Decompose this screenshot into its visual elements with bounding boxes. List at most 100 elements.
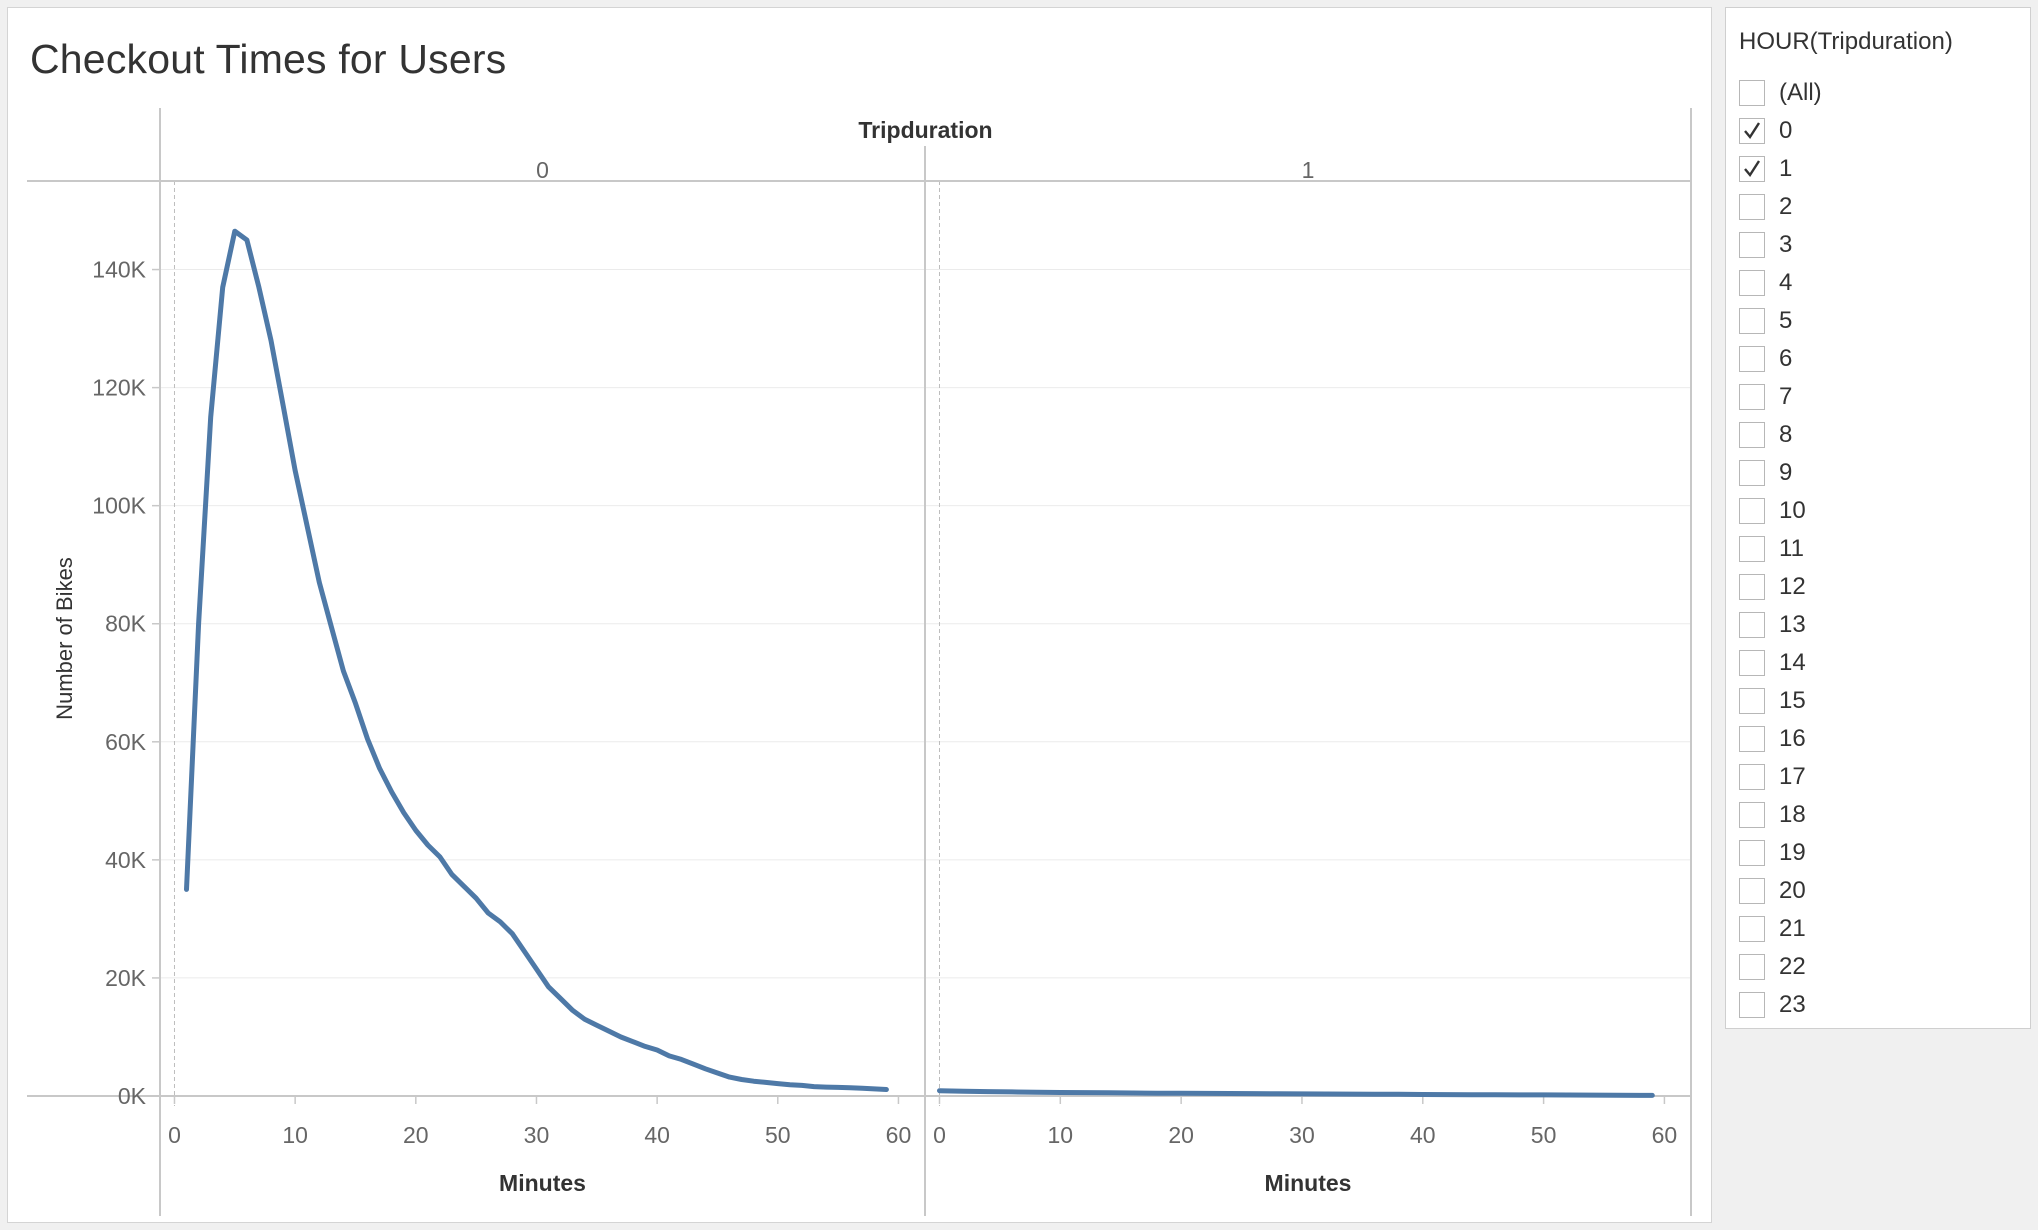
filter-option-label: 3 [1779, 231, 1793, 258]
facet-header-title: Tripduration [858, 117, 992, 143]
filter-checkbox[interactable] [1739, 460, 1765, 486]
filter-checkbox[interactable] [1739, 118, 1765, 144]
filter-checkbox[interactable] [1739, 422, 1765, 448]
x-tick-label: 10 [282, 1122, 308, 1148]
x-tick-label: 50 [1531, 1122, 1557, 1148]
filter-option[interactable]: 5 [1739, 302, 1822, 340]
filter-option-label: 6 [1779, 345, 1793, 372]
x-axis-title: Minutes [1265, 1170, 1352, 1196]
x-tick-label: 50 [765, 1122, 791, 1148]
facet-label: 0 [536, 157, 549, 183]
filter-checkbox[interactable] [1739, 612, 1765, 638]
filter-option[interactable]: 0 [1739, 112, 1822, 150]
series-line [184, 228, 889, 1092]
filter-option-label: 22 [1779, 953, 1806, 980]
filter-option-label: 17 [1779, 763, 1806, 790]
filter-checkbox[interactable] [1739, 802, 1765, 828]
filter-option-label: 9 [1779, 459, 1793, 486]
x-tick-label: 10 [1048, 1122, 1074, 1148]
filter-option[interactable]: 19 [1739, 834, 1822, 872]
x-tick-label: 0 [168, 1122, 181, 1148]
filter-panel: HOUR(Tripduration) (All) 0 1 2 3 4 5 6 7 8 9 10 11 12… [1725, 7, 2031, 1029]
filter-option[interactable]: 10 [1739, 492, 1822, 530]
filter-checkbox[interactable] [1739, 346, 1765, 372]
filter-option[interactable]: 6 [1739, 340, 1822, 378]
filter-option[interactable]: 14 [1739, 644, 1822, 682]
filter-option-label: 5 [1779, 307, 1793, 334]
checkmark-icon [1744, 160, 1761, 178]
filter-checkbox[interactable] [1739, 992, 1765, 1018]
filter-option[interactable]: 7 [1739, 378, 1822, 416]
filter-option-label: 10 [1779, 497, 1806, 524]
checkmark-icon [1744, 122, 1761, 140]
x-tick-label: 40 [644, 1122, 670, 1148]
filter-option-label: 13 [1779, 611, 1806, 638]
filter-checkbox[interactable] [1739, 650, 1765, 676]
x-tick-label: 60 [1652, 1122, 1678, 1148]
filter-option[interactable]: 12 [1739, 568, 1822, 606]
y-tick-label: 0K [118, 1083, 147, 1109]
x-tick-label: 30 [1289, 1122, 1315, 1148]
filter-option[interactable]: 3 [1739, 226, 1822, 264]
filter-option[interactable]: 18 [1739, 796, 1822, 834]
filter-option-label: 21 [1779, 915, 1806, 942]
filter-option[interactable]: 1 [1739, 150, 1822, 188]
filter-option-label: 2 [1779, 193, 1793, 220]
filter-checkbox[interactable] [1739, 878, 1765, 904]
filter-option[interactable]: 2 [1739, 188, 1822, 226]
filter-option-label: 8 [1779, 421, 1793, 448]
filter-option-label: 19 [1779, 839, 1806, 866]
filter-checkbox[interactable] [1739, 156, 1765, 182]
filter-list: (All) 0 1 2 3 4 5 6 7 8 9 10 11 12 13 14 15 16 17 18 19 20 21 2… [1739, 74, 1822, 1024]
y-tick-label: 100K [92, 493, 146, 519]
y-tick-label: 80K [105, 611, 147, 637]
filter-option[interactable]: 8 [1739, 416, 1822, 454]
filter-option[interactable]: 16 [1739, 720, 1822, 758]
filter-checkbox[interactable] [1739, 916, 1765, 942]
filter-checkbox[interactable] [1739, 764, 1765, 790]
filter-checkbox[interactable] [1739, 954, 1765, 980]
filter-checkbox[interactable] [1739, 194, 1765, 220]
filter-option-label: 12 [1779, 573, 1806, 600]
chart-title: Checkout Times for Users [30, 36, 507, 82]
x-tick-label: 20 [403, 1122, 429, 1148]
filter-option[interactable]: 17 [1739, 758, 1822, 796]
y-tick-label: 60K [105, 729, 147, 755]
y-tick-label: 140K [92, 257, 146, 283]
filter-option[interactable]: 15 [1739, 682, 1822, 720]
filter-title: HOUR(Tripduration) [1739, 28, 1953, 55]
filter-option-label: (All) [1779, 79, 1822, 106]
line-chart: Tripduration 0 1 0K 20K 40K 60K 80K 100K 120K 140K… [27, 108, 1692, 1216]
filter-option[interactable]: (All) [1739, 74, 1822, 112]
filter-checkbox[interactable] [1739, 384, 1765, 410]
filter-checkbox[interactable] [1739, 574, 1765, 600]
filter-checkbox[interactable] [1739, 840, 1765, 866]
filter-option-label: 14 [1779, 649, 1806, 676]
filter-option[interactable]: 4 [1739, 264, 1822, 302]
filter-checkbox[interactable] [1739, 80, 1765, 106]
filter-option[interactable]: 13 [1739, 606, 1822, 644]
filter-option[interactable]: 9 [1739, 454, 1822, 492]
filter-checkbox[interactable] [1739, 308, 1765, 334]
x-tick-label: 60 [886, 1122, 912, 1148]
filter-checkbox[interactable] [1739, 726, 1765, 752]
filter-option[interactable]: 11 [1739, 530, 1822, 568]
x-tick-label: 30 [524, 1122, 550, 1148]
filter-checkbox[interactable] [1739, 536, 1765, 562]
series-line [937, 1088, 1655, 1098]
filter-option-label: 16 [1779, 725, 1806, 752]
filter-option-label: 0 [1779, 117, 1793, 144]
x-tick-label: 20 [1168, 1122, 1194, 1148]
filter-checkbox[interactable] [1739, 270, 1765, 296]
filter-option[interactable]: 22 [1739, 948, 1822, 986]
viz-area: Checkout Times for Users Tripduration 0 1 0… [7, 7, 1712, 1223]
x-tick-label: 40 [1410, 1122, 1436, 1148]
filter-checkbox[interactable] [1739, 498, 1765, 524]
filter-option[interactable]: 23 [1739, 986, 1822, 1024]
filter-checkbox[interactable] [1739, 232, 1765, 258]
filter-option-label: 23 [1779, 991, 1806, 1018]
filter-checkbox[interactable] [1739, 688, 1765, 714]
filter-option[interactable]: 21 [1739, 910, 1822, 948]
filter-option[interactable]: 20 [1739, 872, 1822, 910]
filter-option-label: 4 [1779, 269, 1793, 296]
